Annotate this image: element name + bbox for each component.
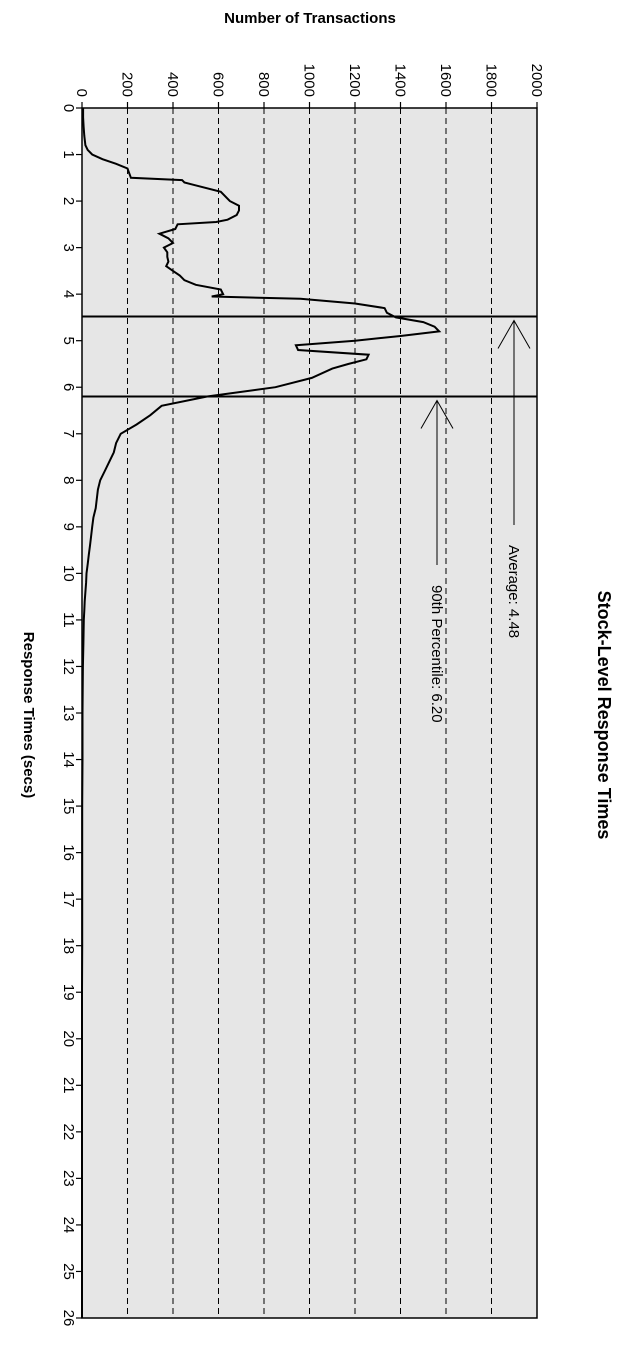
y-tick-label-600: 600 xyxy=(210,72,227,97)
x-tick-label-14: 14 xyxy=(60,751,77,768)
y-tick-label-1400: 1400 xyxy=(392,64,409,97)
y-tick-label-1200: 1200 xyxy=(346,64,363,97)
series-line xyxy=(81,108,442,1318)
grid-lines xyxy=(127,108,492,1318)
y-tick-label-1600: 1600 xyxy=(437,64,454,97)
x-tick-label-16: 16 xyxy=(60,844,77,861)
y-tick-label-400: 400 xyxy=(164,72,181,97)
annotation-label-1: 90th Percentile: 6.20 xyxy=(428,585,445,723)
x-tick-label-5: 5 xyxy=(60,337,77,345)
y-axis-title: Number of Transactions xyxy=(224,10,396,27)
annotation-label-0: Average: 4.48 xyxy=(505,545,522,638)
x-tick-label-6: 6 xyxy=(60,383,77,391)
x-tick-label-17: 17 xyxy=(60,891,77,908)
x-tick-label-19: 19 xyxy=(60,984,77,1001)
x-tick-label-22: 22 xyxy=(60,1124,77,1141)
arrow-head-0 xyxy=(497,319,531,349)
x-tick-label-2: 2 xyxy=(60,197,77,205)
y-tick-label-1800: 1800 xyxy=(483,64,500,97)
y-tick-label-1000: 1000 xyxy=(301,64,318,97)
y-tick-labels: 0 200 400 600 800 1000 1200 1400 1600 1800 2000 xyxy=(73,64,545,108)
x-tick-label-18: 18 xyxy=(60,937,77,954)
x-tick-label-26: 26 xyxy=(60,1310,77,1327)
x-tick-label-21: 21 xyxy=(60,1077,77,1094)
x-tick-label-4: 4 xyxy=(60,290,77,298)
x-tick-label-7: 7 xyxy=(60,430,77,438)
x-tick-label-0: 0 xyxy=(60,104,77,112)
annotations: Average: 4.48 90th Percentile: 6.20 xyxy=(82,315,537,723)
x-tick-label-8: 8 xyxy=(60,476,77,484)
x-tick-label-15: 15 xyxy=(60,798,77,815)
y-tick-label-2000: 2000 xyxy=(528,64,545,97)
y-tick-label-800: 800 xyxy=(255,72,272,97)
x-tick-label-12: 12 xyxy=(60,658,77,675)
x-tick-label-11: 11 xyxy=(60,612,77,628)
arrow-head-1 xyxy=(420,399,454,429)
x-axis-title: Response Times (secs) xyxy=(20,632,37,798)
x-tick-label-23: 23 xyxy=(60,1170,77,1187)
y-tick-label-0: 0 xyxy=(73,89,90,97)
x-tick-label-10: 10 xyxy=(60,565,77,582)
x-tick-label-9: 9 xyxy=(60,523,77,531)
x-tick-label-20: 20 xyxy=(60,1030,77,1047)
y-tick-label-200: 200 xyxy=(119,72,136,97)
x-tick-label-13: 13 xyxy=(60,705,77,722)
x-tick-label-24: 24 xyxy=(60,1217,77,1234)
x-tick-label-25: 25 xyxy=(60,1263,77,1280)
x-tick-label-1: 1 xyxy=(60,150,77,158)
x-tick-label-3: 3 xyxy=(60,243,77,251)
chart-title: Stock-Level Response Times xyxy=(594,591,614,840)
x-tick-labels: 0123456789101112131415161718192021222324… xyxy=(60,104,82,1327)
